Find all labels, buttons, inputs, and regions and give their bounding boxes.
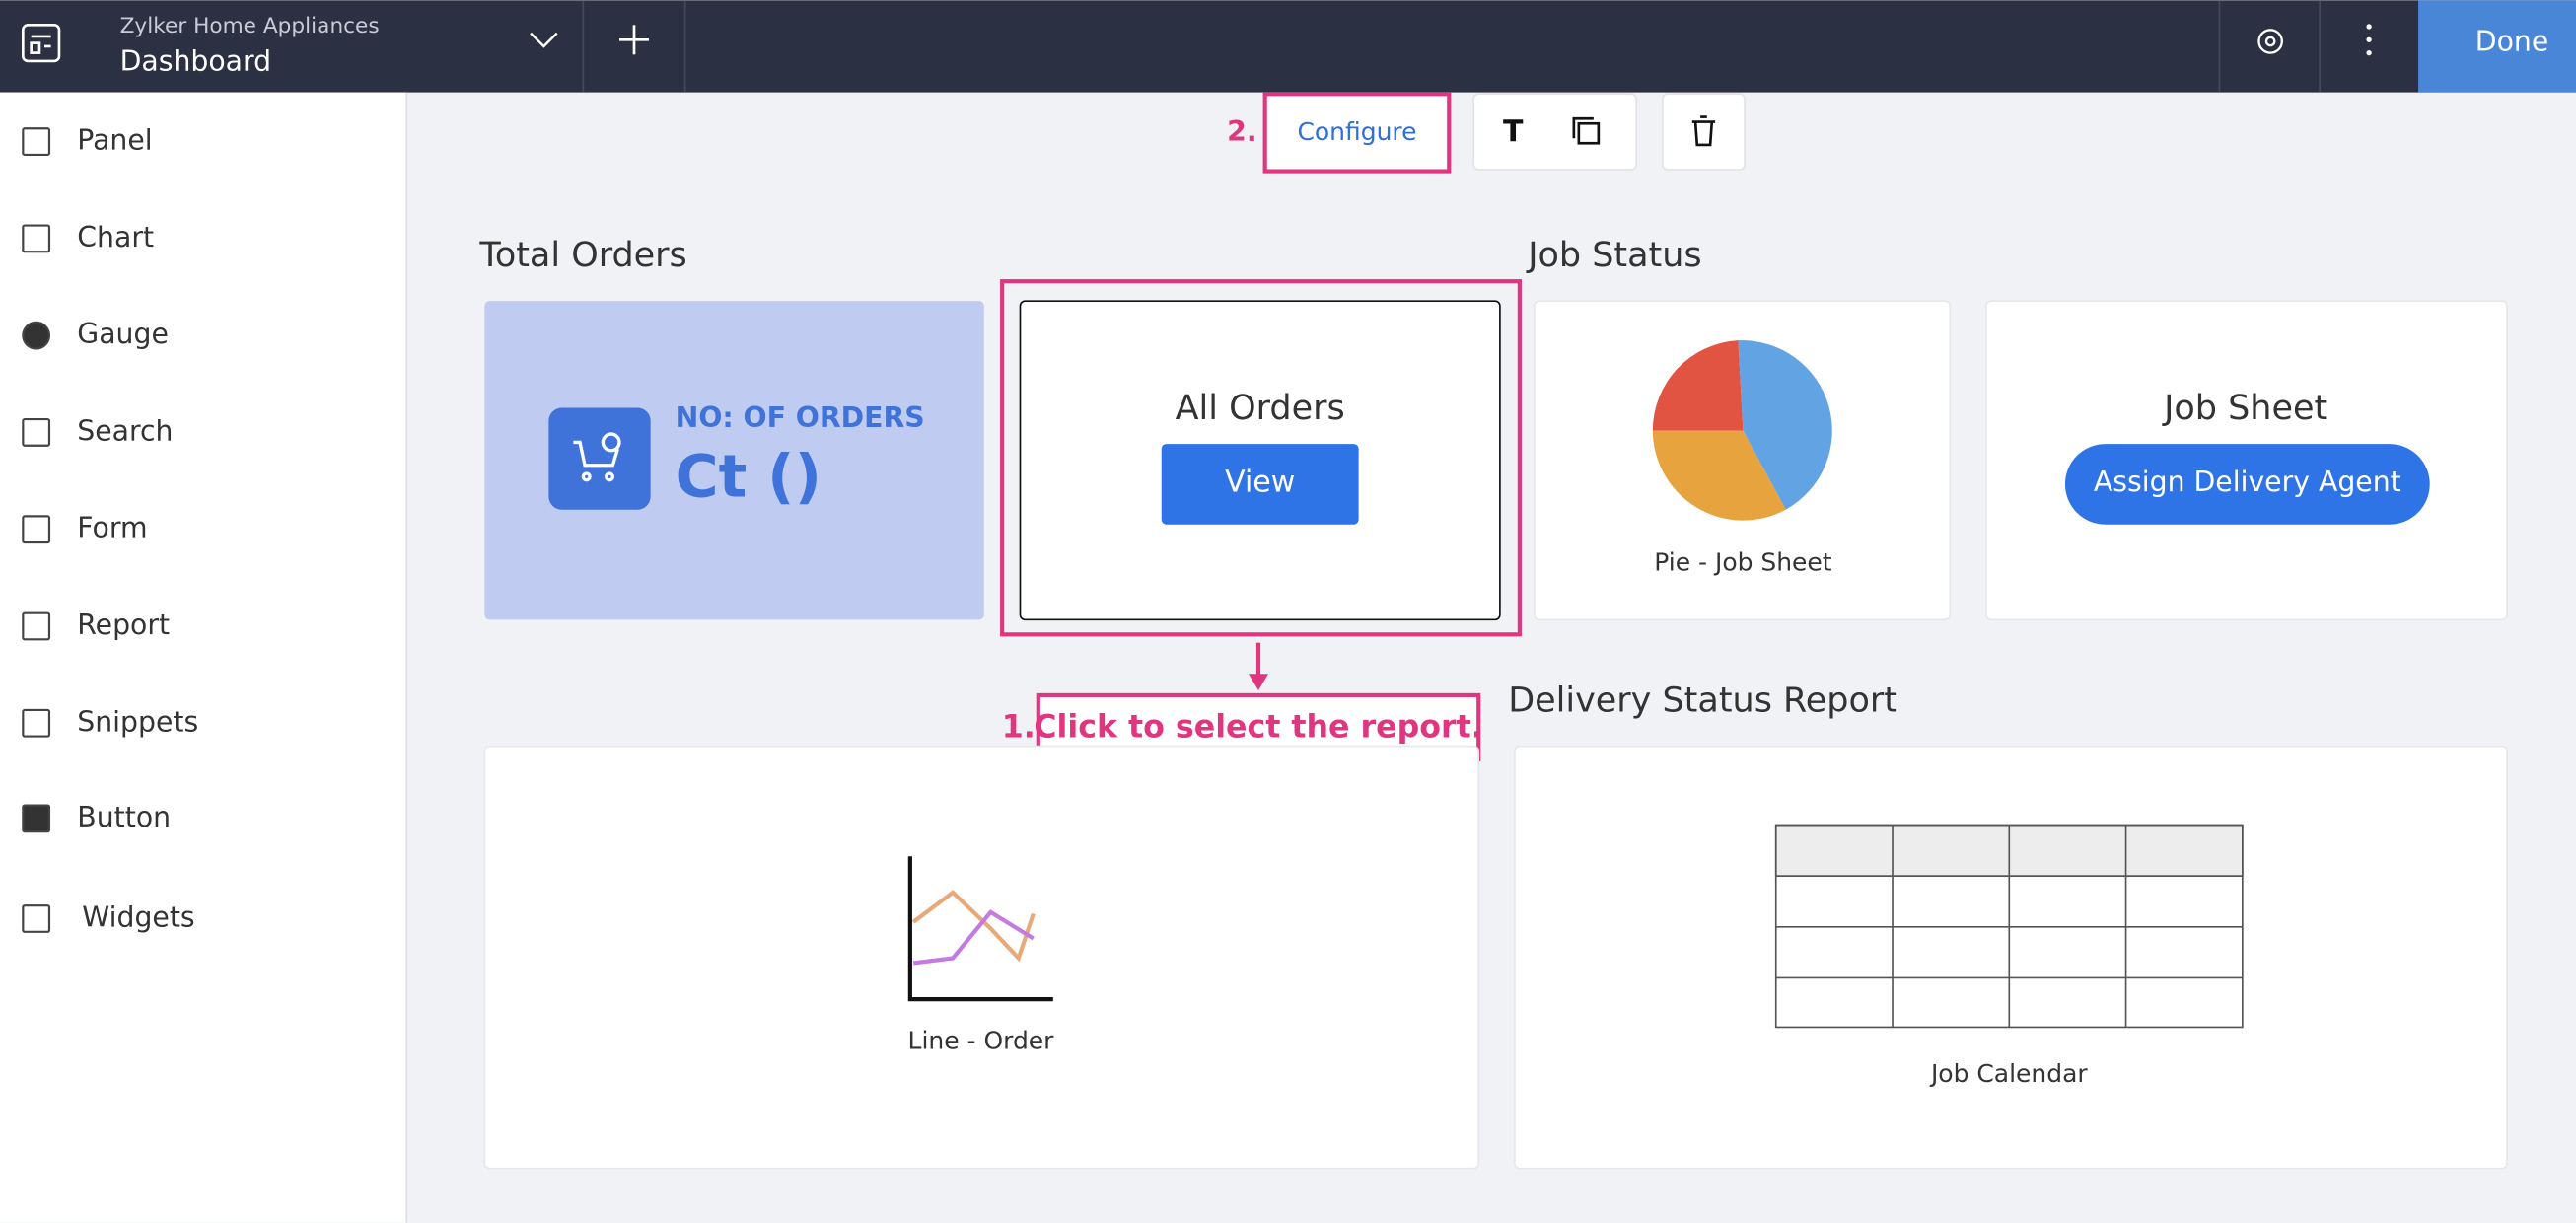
sidebar-label[interactable]: Gauge	[77, 318, 169, 350]
configure-button[interactable]	[1262, 92, 1452, 174]
cart-icon-box	[548, 407, 651, 510]
sidebar-item[interactable]: Button	[22, 801, 171, 833]
done-label[interactable]: Done	[2475, 26, 2548, 58]
widget-caption: Pie - Job Sheet	[1654, 548, 1832, 577]
view-button[interactable]	[1161, 444, 1359, 525]
section-title: Total Orders	[478, 236, 686, 275]
settings-icon[interactable]	[2257, 29, 2283, 54]
sidebar-icon	[22, 418, 51, 447]
sidebar-icon	[22, 708, 51, 738]
done-button[interactable]	[2418, 0, 2576, 93]
delete-icon[interactable]	[1691, 115, 1716, 147]
sidebar-label[interactable]: Report	[77, 609, 170, 641]
widget-caption: Job Calendar	[1929, 1059, 2088, 1088]
step-number: 2.	[1227, 115, 1256, 148]
dropdown-icon[interactable]	[530, 32, 558, 48]
sidebar-icon	[22, 804, 51, 833]
sidebar	[0, 92, 406, 1223]
annotation-text: Click to select the report.	[1034, 709, 1482, 745]
pie-illustration	[1652, 340, 1832, 521]
sidebar-label[interactable]: Panel	[77, 124, 152, 157]
table-illustration	[1774, 824, 2244, 1029]
step-number: 1.	[1002, 709, 1036, 745]
assign-button[interactable]	[2064, 444, 2430, 525]
text-tool[interactable]: T	[1503, 115, 1524, 150]
page-title: Dashboard	[120, 45, 272, 78]
app-icon[interactable]	[21, 23, 61, 63]
sidebar-item[interactable]: Report	[22, 609, 170, 641]
more-icon[interactable]	[2366, 24, 2372, 56]
app-name: Zylker Home Appliances	[120, 14, 380, 38]
card-label: NO: OF ORDERS	[676, 401, 925, 434]
sidebar-label[interactable]: Widgets	[82, 901, 194, 934]
configure-label[interactable]: Configure	[1297, 117, 1416, 146]
card-value: Ct ()	[676, 442, 822, 511]
sidebar-item[interactable]: Gauge	[22, 318, 169, 350]
calendar-card[interactable]	[1514, 745, 2508, 1170]
widget-title: All Orders	[1176, 389, 1345, 428]
widget-title: Job Sheet	[2162, 389, 2327, 428]
section-title: Delivery Status Report	[1508, 682, 1897, 721]
header-bar	[0, 0, 2576, 93]
sidebar-label[interactable]: Search	[77, 414, 173, 447]
copy-icon[interactable]	[1572, 116, 1601, 145]
sidebar-label[interactable]: Button	[77, 801, 171, 833]
sidebar-icon	[22, 904, 51, 933]
line-card[interactable]	[483, 745, 1480, 1170]
section-title: Job Status	[1526, 236, 1701, 275]
add-icon[interactable]	[619, 25, 649, 55]
arrow-head	[1249, 674, 1269, 690]
cart-icon	[573, 432, 621, 482]
sidebar-label[interactable]: Chart	[77, 221, 154, 253]
sidebar-item[interactable]: Panel	[22, 124, 153, 157]
sidebar-item[interactable]: Widgets	[22, 901, 195, 934]
delete-button[interactable]	[1661, 93, 1746, 171]
sidebar-icon	[22, 224, 51, 253]
sidebar-item[interactable]: Form	[22, 512, 148, 544]
sidebar-icon	[22, 127, 51, 156]
sidebar-item[interactable]: Snippets	[22, 705, 198, 738]
assign-label[interactable]: Assign Delivery Agent	[2094, 466, 2401, 498]
sidebar-icon	[22, 321, 51, 350]
sidebar-icon	[22, 515, 51, 544]
sidebar-label[interactable]: Snippets	[77, 705, 198, 738]
sidebar-item[interactable]: Chart	[22, 221, 154, 253]
widget-caption: Line - Order	[908, 1026, 1055, 1054]
toolbar-group	[1472, 93, 1637, 171]
orders-card[interactable]	[484, 301, 984, 620]
selection-highlight	[1000, 279, 1522, 637]
sidebar-item[interactable]: Search	[22, 414, 174, 447]
line-illustration	[907, 856, 1053, 1002]
sidebar-label[interactable]: Form	[77, 512, 147, 544]
sidebar-icon	[22, 612, 51, 641]
view-label[interactable]: View	[1225, 466, 1295, 500]
